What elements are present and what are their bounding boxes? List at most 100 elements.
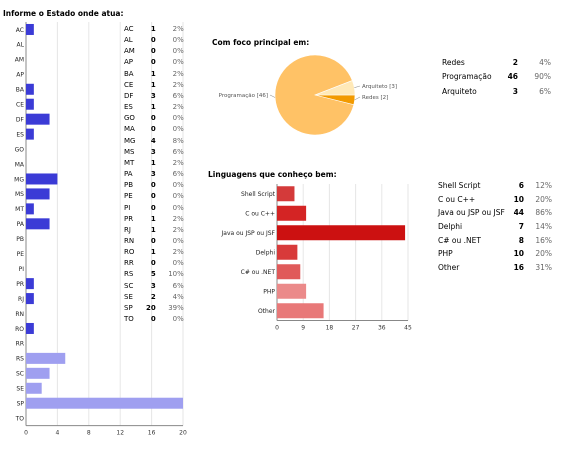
focus-percent: 4%: [539, 57, 551, 67]
language-percent: 31%: [535, 262, 552, 272]
focus-slice-label: Redes [2]: [362, 95, 388, 101]
states-chart-title: Informe o Estado onde atua:: [3, 9, 124, 18]
state-percent: 4%: [172, 292, 184, 301]
focus-count: 46: [507, 72, 518, 82]
language-count: 8: [518, 235, 524, 245]
lang-y-tick-label: Shell Script: [241, 191, 276, 198]
state-percent: 2%: [172, 80, 184, 89]
languages-table: Shell Script 6 12% C ou C++ 10 20% Java ou JSP…: [438, 179, 552, 274]
state-count: 0: [150, 181, 156, 190]
states-y-tick-label: RN: [15, 311, 24, 318]
state-count: 1: [150, 225, 156, 234]
states-table-row: CE 1 2%: [124, 80, 184, 91]
states-y-tick-label: SC: [16, 371, 24, 378]
state-name: RR: [124, 259, 134, 268]
state-name: ES: [124, 103, 133, 112]
state-name: RN: [124, 236, 135, 245]
lang-bar-java-ou-jsp-ou-jsf: [277, 225, 406, 241]
languages-table-row: PHP 10 20%: [438, 247, 552, 261]
lang-y-tick-label: PHP: [263, 289, 275, 296]
state-name: AM: [124, 47, 135, 56]
language-count: 10: [513, 194, 524, 204]
lang-x-tick-label: 9: [301, 325, 305, 332]
state-percent: 0%: [172, 36, 184, 45]
state-name: MG: [124, 136, 136, 145]
states-table-row: PR 1 2%: [124, 214, 184, 225]
state-name: TO: [124, 315, 134, 324]
states-x-tick-label: 12: [116, 430, 124, 437]
states-bar-se: [26, 382, 42, 394]
states-x-tick-label: 20: [179, 430, 187, 437]
state-name: MS: [124, 147, 135, 156]
lang-bar-c-ou-c: [277, 205, 307, 221]
states-y-tick-label: AC: [16, 27, 24, 34]
states-bar-sc: [26, 367, 50, 379]
states-table-row: MG 4 8%: [124, 136, 184, 147]
states-y-tick-label: RJ: [18, 296, 24, 303]
states-table-row: PI 0 0%: [124, 203, 184, 214]
states-table-row: AL 0 0%: [124, 35, 184, 46]
language-percent: 20%: [535, 249, 552, 259]
focus-table: Redes 2 4% Programação 46 90% Arquiteto 3 6%: [442, 55, 551, 99]
state-percent: 0%: [172, 125, 184, 134]
states-bar-ba: [26, 83, 34, 95]
focus-leader-line: [354, 85, 361, 88]
lang-bar-c-ou-net: [277, 264, 301, 280]
state-count: 1: [150, 69, 156, 78]
lang-bar-php: [277, 283, 307, 299]
states-table-row: MA 0 0%: [124, 124, 184, 135]
states-table-row: RO 1 2%: [124, 247, 184, 258]
state-percent: 2%: [172, 214, 184, 223]
state-percent: 2%: [172, 225, 184, 234]
states-table-row: RN 0 0%: [124, 236, 184, 247]
states-y-tick-label: MA: [15, 161, 25, 168]
languages-table-row: Other 16 31%: [438, 261, 552, 275]
states-table-row: PE 0 0%: [124, 191, 184, 202]
languages-table-row: Shell Script 6 12%: [438, 179, 552, 193]
states-y-tick-label: PA: [17, 221, 25, 228]
lang-bar-shell-script: [277, 186, 295, 202]
states-bar-df: [26, 113, 50, 125]
lang-bar-delphi: [277, 244, 298, 260]
language-name: C# ou .NET: [438, 235, 481, 245]
lang-y-tick-label: Delphi: [256, 250, 276, 257]
languages-table-row: C# ou .NET 8 16%: [438, 233, 552, 247]
state-name: PB: [124, 181, 134, 190]
state-count: 1: [150, 80, 156, 89]
language-count: 10: [513, 249, 524, 259]
states-x-tick-label: 4: [55, 430, 59, 437]
focus-leader-line: [269, 94, 276, 98]
focus-slice-label: Arquiteto [3]: [362, 84, 397, 90]
states-y-tick-label: RR: [16, 341, 24, 348]
language-count: 6: [518, 181, 524, 191]
lang-y-tick-label: C ou C++: [245, 211, 275, 218]
language-count: 16: [513, 262, 524, 272]
states-bar-sp: [26, 397, 183, 409]
state-count: 3: [150, 91, 156, 100]
language-percent: 16%: [535, 235, 552, 245]
state-percent: 6%: [172, 170, 184, 179]
lang-x-tick-label: 45: [404, 325, 412, 332]
states-bar-ro: [26, 322, 34, 334]
language-percent: 86%: [535, 208, 552, 218]
state-count: 3: [150, 170, 156, 179]
states-y-tick-label: PI: [19, 266, 25, 273]
state-name: RS: [124, 270, 134, 279]
state-name: CE: [124, 80, 134, 89]
states-table-row: RS 5 10%: [124, 269, 184, 280]
states-y-tick-label: RS: [16, 356, 24, 363]
state-name: RJ: [124, 225, 131, 234]
focus-slice-programa-o: [274, 54, 355, 136]
states-table-row: ES 1 2%: [124, 102, 184, 113]
state-percent: 0%: [172, 47, 184, 56]
state-percent: 6%: [172, 91, 184, 100]
states-x-tick-label: 16: [148, 430, 156, 437]
state-count: 0: [150, 236, 156, 245]
language-name: C ou C++: [438, 194, 476, 204]
lang-y-tick-label: Java ou JSP ou JSF: [221, 230, 276, 237]
state-percent: 0%: [172, 58, 184, 67]
state-name: SC: [124, 281, 134, 290]
state-name: AL: [124, 36, 133, 45]
states-y-tick-label: GO: [15, 146, 25, 153]
